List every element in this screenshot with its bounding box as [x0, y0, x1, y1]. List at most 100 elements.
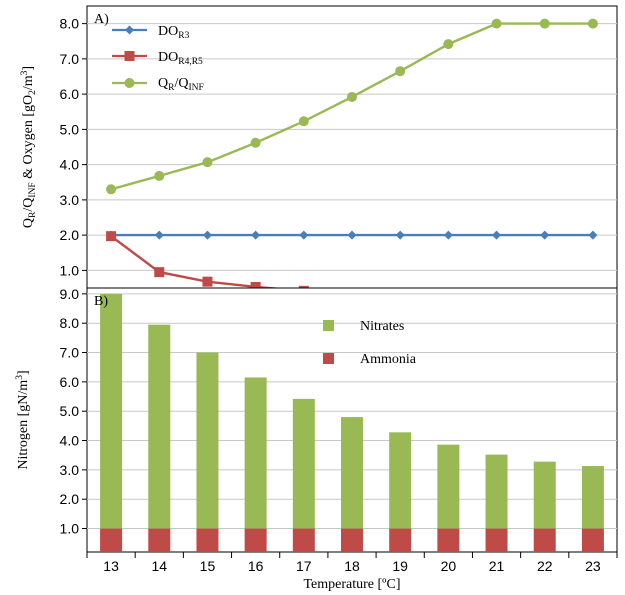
bar-ammonia: [437, 528, 460, 552]
panel-b-bars: [100, 293, 604, 552]
data-point: [540, 230, 550, 240]
data-point: [299, 230, 309, 240]
y-tick-label: 8.0: [60, 315, 80, 331]
legend-label-do-r3: DOR3: [158, 24, 190, 41]
bar-ammonia: [100, 528, 123, 552]
legend-marker-do-r4r5: [124, 51, 135, 61]
bar-nitrates: [437, 444, 460, 529]
y-tick-label: 8.0: [60, 16, 80, 32]
bar-ammonia: [196, 528, 219, 552]
bar-ammonia: [148, 528, 171, 552]
x-tick-label: 14: [151, 558, 167, 574]
data-point: [106, 231, 117, 242]
x-tick-label: 15: [200, 558, 216, 574]
data-point: [250, 281, 261, 292]
panel-a-label: A): [94, 12, 109, 27]
panel-b-legend: Nitrates Ammonia: [323, 319, 417, 367]
y-tick-label: 7.0: [60, 51, 80, 67]
y-tick-label: 1.0: [60, 262, 80, 278]
legend-marker-do-r3: [125, 25, 134, 35]
data-point: [539, 18, 550, 29]
data-point: [347, 91, 357, 102]
panel-b-y-axis-label: Nitrogen [gN/m3]: [15, 370, 31, 469]
data-point: [251, 230, 261, 240]
y-tick-label: 3.0: [60, 462, 80, 478]
bar-nitrates: [485, 454, 508, 529]
data-point: [443, 230, 453, 240]
bar-nitrates: [148, 324, 171, 529]
data-point: [154, 267, 165, 278]
bar-ammonia: [485, 528, 508, 552]
panel-a-y-axis-label: QR/QINF & Oxygen [gO2/m3]: [20, 66, 38, 228]
panel-b-grid: [87, 293, 617, 530]
x-axis-label: Temperature [ºC]: [303, 577, 400, 592]
panel-a-legend: DOR3 DOR4,R5 QR/QINF: [112, 24, 204, 93]
panel-a-y-ticks: 1.0 2.0 3.0 4.0 5.0 6.0 7.0 8.0: [60, 16, 87, 278]
x-tick-label: 19: [392, 558, 408, 574]
x-tick-label: 20: [441, 558, 457, 574]
bar-ammonia: [533, 528, 556, 552]
bar-nitrates: [341, 417, 363, 529]
data-point: [395, 230, 405, 240]
legend-swatch-ammonia: [323, 353, 334, 364]
data-point: [443, 39, 454, 50]
y-tick-label: 9.0: [60, 286, 80, 302]
y-tick-label: 3.0: [60, 192, 80, 208]
legend-item-do-r3: DOR3: [112, 24, 190, 41]
bar-nitrates: [389, 432, 412, 529]
data-point: [106, 184, 117, 195]
legend-marker-qr-qinf: [124, 78, 135, 88]
bar-nitrates: [196, 352, 219, 529]
legend-label-do-r4r5: DOR4,R5: [158, 50, 203, 67]
data-point: [587, 18, 598, 29]
y-tick-label: 5.0: [60, 403, 80, 419]
legend-item-qr-qinf: QR/QINF: [112, 76, 204, 93]
x-tick-label: 18: [344, 558, 360, 574]
y-tick-label: 1.0: [60, 521, 80, 537]
data-point: [298, 116, 309, 127]
x-tick-label: 23: [585, 558, 601, 574]
y-tick-label: 2.0: [60, 227, 80, 243]
x-tick-label: 17: [296, 558, 312, 574]
data-point: [250, 137, 261, 148]
panel-a-frame: [86, 5, 618, 289]
y-tick-label: 6.0: [60, 374, 80, 390]
data-point: [588, 230, 598, 240]
y-tick-label: 4.0: [60, 157, 80, 173]
x-tick-label: 13: [103, 558, 119, 574]
legend-label-nitrates: Nitrates: [360, 319, 404, 334]
series-2: [106, 18, 598, 195]
x-tick-label: 21: [489, 558, 505, 574]
data-point: [395, 66, 406, 77]
x-tick-label: 22: [537, 558, 553, 574]
legend-label-qr-qinf: QR/QINF: [158, 76, 204, 93]
panel-b-y-ticks: 1.0 2.0 3.0 4.0 5.0 6.0 7.0 8.0 9.0: [60, 286, 87, 537]
bar-nitrates: [244, 377, 267, 529]
data-point: [154, 230, 164, 240]
panel-b-label: B): [94, 294, 108, 309]
bar-nitrates: [292, 398, 315, 529]
data-point: [202, 230, 212, 240]
bar-nitrates: [100, 293, 123, 529]
bar-nitrates: [581, 466, 604, 529]
bar-ammonia: [244, 528, 267, 552]
data-point: [202, 157, 213, 168]
data-point: [347, 230, 357, 240]
y-tick-label: 5.0: [60, 121, 80, 137]
bar-ammonia: [292, 528, 315, 552]
y-tick-label: 4.0: [60, 433, 80, 449]
legend-swatch-nitrates: [323, 320, 334, 331]
panel-b-x-ticks: 13 14 15 16 17 18 19 20 21 22 23: [86, 552, 618, 574]
legend-label-ammonia: Ammonia: [360, 352, 417, 367]
y-tick-label: 7.0: [60, 345, 80, 361]
y-tick-label: 6.0: [60, 86, 80, 102]
x-tick-label: 16: [248, 558, 264, 574]
data-point: [491, 18, 502, 29]
bar-nitrates: [533, 461, 556, 529]
data-point: [492, 230, 502, 240]
bar-ammonia: [581, 528, 604, 552]
y-tick-label: 2.0: [60, 491, 80, 507]
data-point: [154, 170, 165, 181]
legend-item-do-r4r5: DOR4,R5: [112, 50, 203, 67]
